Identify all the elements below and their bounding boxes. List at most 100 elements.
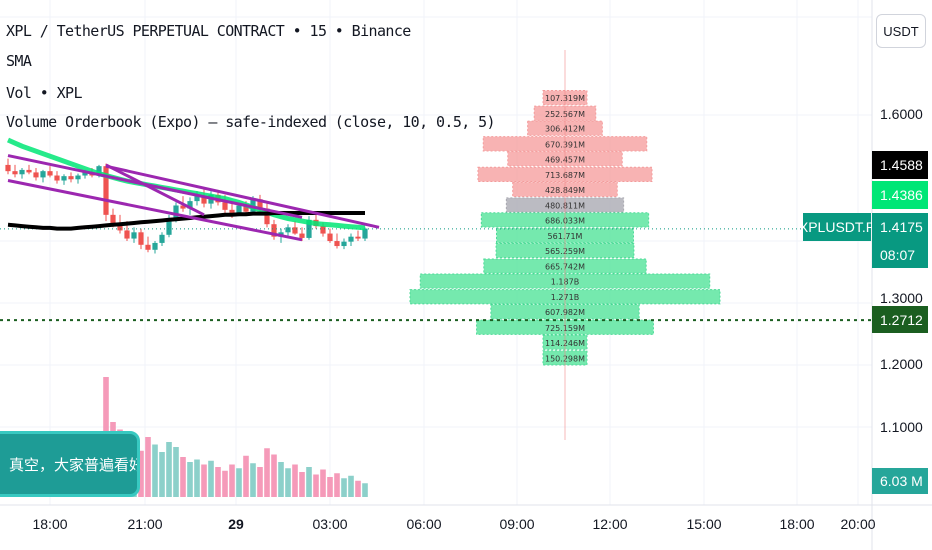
candle-body <box>75 175 81 180</box>
indicator-legend[interactable]: Volume Orderbook (Expo) — safe-indexed (… <box>6 113 496 131</box>
candle-body <box>243 205 249 212</box>
candle-body <box>145 244 151 250</box>
dotted-level-label: 1.2712 <box>872 306 928 333</box>
volume-bar <box>145 437 151 497</box>
trendline <box>7 179 303 242</box>
candle-body <box>201 196 207 204</box>
volume-bar <box>348 475 354 497</box>
candle-body <box>68 176 74 180</box>
volume-bar <box>173 447 179 497</box>
candle-body <box>166 219 172 235</box>
candle-body <box>61 176 67 181</box>
candle-body <box>103 166 109 215</box>
price-label-green: 1.4386 <box>872 181 928 209</box>
time-label: 18:00 <box>779 516 815 532</box>
candle-body <box>222 202 228 210</box>
volume-bar <box>222 470 228 497</box>
candle-body <box>334 241 340 247</box>
candle-body <box>82 172 88 176</box>
price-label-black: 1.4588 <box>872 151 928 179</box>
volume-bar <box>180 457 186 497</box>
volume-bar <box>327 477 333 497</box>
candle-body <box>19 169 25 175</box>
comment-banner[interactable]: 真空，大家普遍看好。 <box>0 431 140 497</box>
volume-bar <box>187 462 193 497</box>
volume-bar <box>166 442 172 497</box>
volume-bar <box>201 464 207 497</box>
sma-legend[interactable]: SMA <box>6 52 32 70</box>
candle-body <box>187 201 193 209</box>
candle-body <box>327 233 333 242</box>
price-tick: 1.6000 <box>880 106 923 122</box>
volume-bar <box>152 444 158 497</box>
volume-bar <box>236 468 242 497</box>
volume-bar <box>271 454 277 497</box>
volume-bar <box>243 455 249 497</box>
volume-bar <box>138 450 144 497</box>
time-label: 15:00 <box>686 516 722 532</box>
trendline <box>7 154 303 219</box>
price-tick: 1.1000 <box>880 419 923 435</box>
candle-body <box>26 169 32 173</box>
volume-bar <box>292 464 298 497</box>
candle-body <box>299 233 305 238</box>
candle-body <box>96 166 102 176</box>
time-label: 03:00 <box>312 516 348 532</box>
candle-body <box>292 227 298 234</box>
trendline <box>105 164 380 229</box>
time-label: 21:00 <box>127 516 163 532</box>
volume-bar <box>194 459 200 497</box>
price-tick: 1.3000 <box>880 290 923 306</box>
volume-bar <box>355 480 361 497</box>
candle-body <box>341 241 347 247</box>
time-label: 20:00 <box>840 516 876 532</box>
volume-bar <box>362 483 368 497</box>
trendline <box>105 163 205 217</box>
plot-area <box>0 0 872 505</box>
volume-bar <box>215 467 221 497</box>
volume-bar <box>257 467 263 497</box>
volume-bar <box>264 448 270 497</box>
currency-button[interactable]: USDT <box>876 14 926 48</box>
volume-bar <box>334 473 340 497</box>
volume-bar <box>250 463 256 497</box>
candle-body <box>12 171 18 175</box>
volume-bar <box>341 478 347 497</box>
candle-body <box>362 228 368 239</box>
candle-body <box>306 219 312 238</box>
candle-body <box>355 236 361 239</box>
candle-body <box>159 234 165 243</box>
time-label: 06:00 <box>406 516 442 532</box>
candle-body <box>194 196 200 202</box>
volume-bar <box>299 472 305 497</box>
time-label: 09:00 <box>499 516 535 532</box>
candle-body <box>229 209 235 213</box>
candle-body <box>33 172 39 178</box>
candle-body <box>152 242 158 250</box>
volume-legend[interactable]: Vol • XPL <box>6 84 82 102</box>
candle-body <box>236 205 242 213</box>
candle-body <box>5 164 11 172</box>
time-label: 18:00 <box>32 516 68 532</box>
symbol-legend[interactable]: XPL / TetherUS PERPETUAL CONTRACT • 15 •… <box>6 22 411 40</box>
volume-bar <box>320 469 326 497</box>
volume-bar <box>306 467 312 497</box>
candle-body <box>264 208 270 225</box>
candle-body <box>138 232 144 245</box>
volume-bar <box>229 464 235 497</box>
candle-body <box>173 205 179 220</box>
candle-body <box>320 226 326 234</box>
bar-countdown: 08:07 <box>872 241 928 268</box>
price-tick: 1.2000 <box>880 356 923 372</box>
volume-bar <box>278 462 284 497</box>
candle-body <box>47 171 53 176</box>
volume-bar <box>159 452 165 497</box>
symbol-tag: XPLUSDT.P <box>799 213 875 241</box>
time-label: 12:00 <box>592 516 628 532</box>
candle-body <box>54 175 60 181</box>
time-label: 29 <box>228 516 244 532</box>
volume-bar <box>285 468 291 497</box>
sma-line <box>7 211 365 231</box>
candle-body <box>110 214 116 225</box>
candle-body <box>285 227 291 233</box>
